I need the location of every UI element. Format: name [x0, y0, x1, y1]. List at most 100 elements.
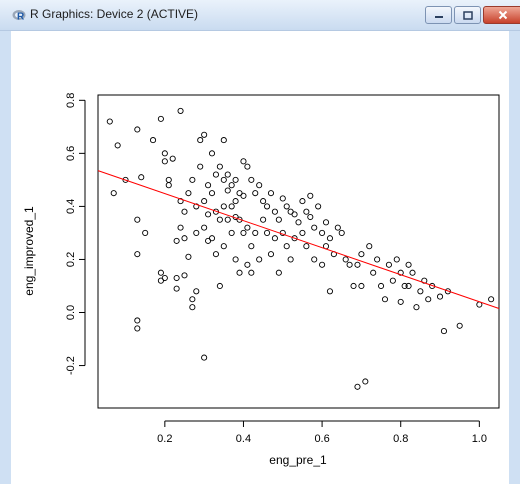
x-tick-label: 0.4: [236, 433, 251, 445]
x-axis: 0.2 0.4 0.6 0.8 1.0: [157, 420, 487, 445]
data-point: [397, 298, 404, 305]
data-point: [315, 203, 322, 210]
data-point: [157, 269, 164, 276]
data-point: [252, 229, 259, 236]
data-point: [456, 322, 463, 329]
data-point: [275, 269, 282, 276]
data-point: [263, 203, 271, 210]
data-point: [322, 219, 330, 226]
data-point: [385, 261, 392, 268]
data-point: [244, 261, 251, 268]
data-point: [181, 272, 188, 279]
data-point: [287, 256, 294, 263]
data-point: [157, 115, 164, 122]
data-point: [232, 176, 239, 183]
data-point: [232, 198, 239, 205]
data-point: [291, 211, 298, 218]
data-point: [181, 235, 188, 242]
data-point: [208, 150, 216, 157]
data-point: [224, 216, 231, 223]
data-point: [271, 235, 278, 242]
data-point: [263, 229, 271, 236]
data-point: [326, 235, 334, 242]
data-point: [205, 211, 212, 218]
maximize-button[interactable]: [454, 6, 481, 24]
regression-line: [97, 170, 500, 310]
plot-frame: [97, 94, 500, 409]
data-point: [381, 296, 389, 303]
title-bar[interactable]: R R Graphics: Device 2 (ACTIVE): [0, 0, 520, 31]
data-point: [212, 251, 219, 258]
data-point: [374, 256, 381, 263]
data-point: [134, 126, 141, 133]
data-point: [106, 118, 113, 125]
data-point: [307, 192, 314, 199]
x-tick-label: 0.2: [157, 433, 172, 445]
data-point: [401, 282, 408, 290]
data-point: [319, 261, 326, 268]
data-point: [311, 256, 318, 263]
y-axis-label: eng_improved_1: [22, 206, 36, 296]
data-point: [220, 203, 227, 210]
data-point: [134, 216, 141, 223]
data-point: [173, 237, 180, 244]
data-point: [149, 137, 157, 144]
data-point: [413, 304, 420, 311]
data-point: [307, 213, 314, 221]
data-point: [488, 296, 495, 303]
minimize-button[interactable]: [425, 6, 452, 24]
data-point: [291, 235, 298, 242]
data-point: [220, 176, 227, 183]
data-point: [299, 229, 306, 236]
data-point: [440, 328, 448, 335]
data-point: [177, 224, 184, 231]
data-point: [397, 269, 404, 276]
maximize-icon: [462, 10, 473, 20]
data-point: [169, 155, 176, 162]
data-point: [299, 198, 306, 205]
data-point: [236, 269, 243, 276]
data-point: [165, 182, 172, 189]
close-button[interactable]: [483, 6, 520, 24]
data-point: [350, 282, 357, 290]
data-point: [409, 269, 416, 276]
data-point: [224, 171, 231, 178]
data-point: [165, 176, 172, 183]
data-point: [283, 203, 290, 210]
close-icon: [498, 10, 508, 20]
data-point: [189, 296, 196, 303]
r-logo-icon: R: [12, 10, 26, 21]
y-tick-label: -0.2: [65, 356, 77, 375]
data-point: [303, 243, 310, 250]
data-point: [248, 176, 255, 183]
minimize-icon: [434, 16, 443, 18]
data-point: [334, 224, 341, 231]
y-tick-label: 0.2: [65, 252, 77, 267]
data-point: [283, 243, 290, 250]
data-point: [189, 176, 196, 183]
data-point: [110, 190, 117, 197]
data-point: [260, 216, 267, 223]
data-point: [201, 354, 208, 361]
data-point: [161, 158, 168, 165]
data-point: [354, 261, 361, 268]
data-point: [228, 203, 235, 210]
data-point: [248, 243, 255, 250]
data-point: [346, 261, 353, 268]
data-point: [173, 285, 180, 292]
data-point: [260, 198, 267, 205]
data-point: [224, 187, 231, 194]
data-point: [362, 378, 369, 385]
data-point: [216, 282, 223, 290]
data-point: [185, 253, 192, 260]
data-point: [232, 256, 239, 263]
data-point: [161, 150, 168, 157]
data-point: [366, 243, 373, 250]
data-point: [393, 256, 400, 263]
data-point: [248, 269, 255, 276]
data-point: [228, 182, 235, 189]
data-point: [425, 296, 432, 303]
data-point: [216, 163, 223, 170]
data-point: [256, 256, 263, 263]
data-point: [161, 274, 168, 282]
